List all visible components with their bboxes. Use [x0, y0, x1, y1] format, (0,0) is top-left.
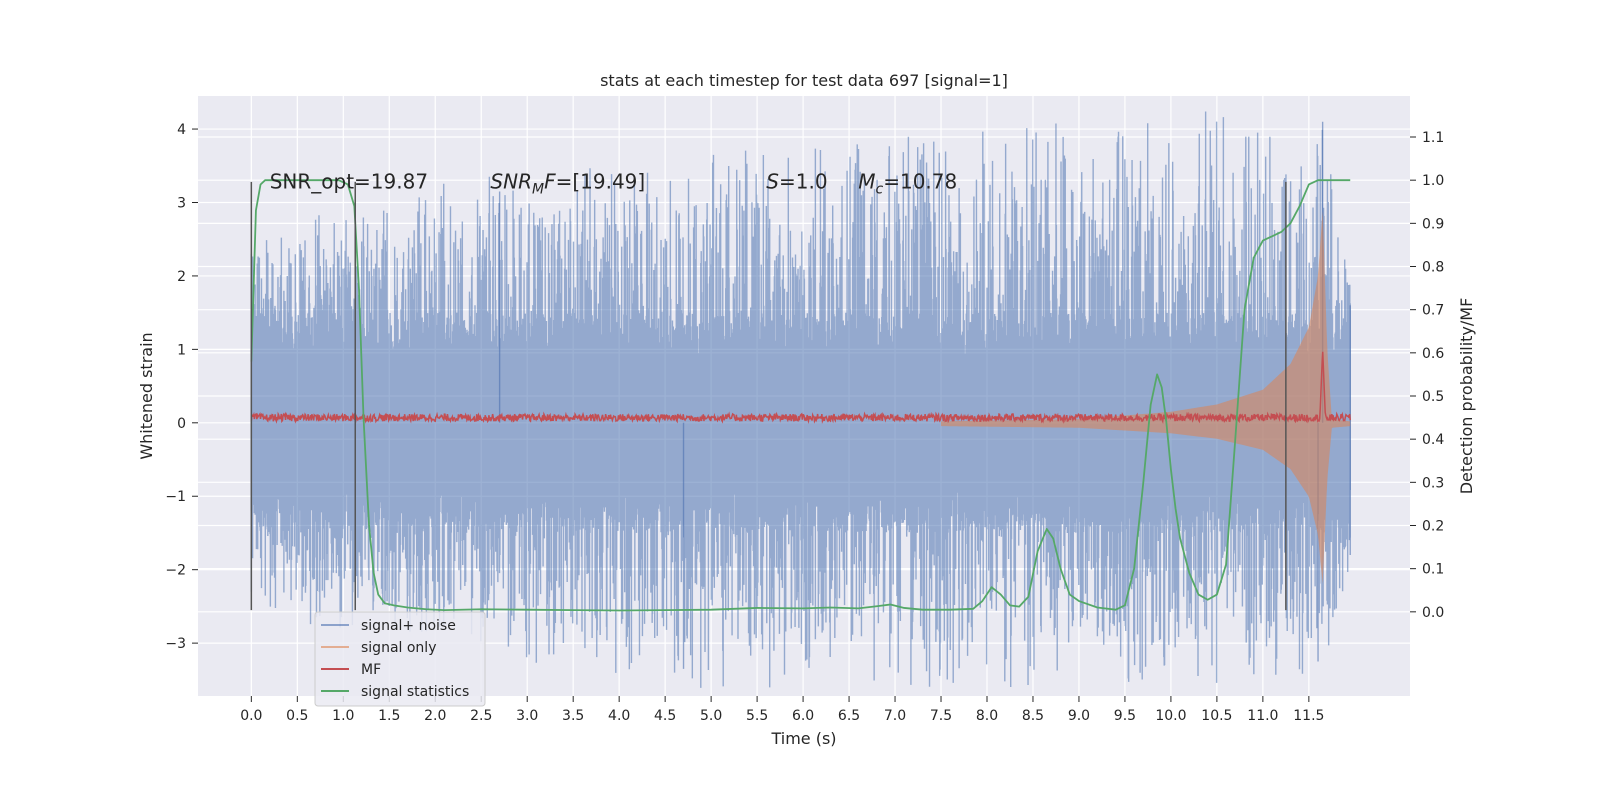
y2-tick-label: 0.2 [1422, 518, 1444, 534]
x-tick-label: 1.5 [378, 708, 400, 724]
y-tick-label: 3 [177, 195, 186, 211]
y2-tick-label: 0.8 [1422, 260, 1444, 276]
annotation: SNR_opt=19.87 [270, 169, 428, 193]
x-tick-label: 11.5 [1293, 708, 1324, 724]
x-tick-label: 8.0 [976, 708, 998, 724]
x-tick-label: 5.0 [700, 708, 722, 724]
annotation: S=1.0 [766, 169, 827, 193]
x-tick-label: 11.0 [1247, 708, 1278, 724]
annotation: Mc=10.78 [858, 169, 957, 197]
vertical-markers [250, 181, 1287, 611]
x-tick-label: 8.5 [1022, 708, 1044, 724]
y-tick-label: 0 [177, 416, 186, 432]
y2-axis-label: Detection probability/MF [1457, 298, 1476, 495]
mf-trace [250, 351, 1351, 424]
x-tick-label: 5.5 [746, 708, 768, 724]
y-tick-label: 4 [177, 122, 186, 138]
axes: 0.0 0.5 1.0 1.5 2.0 2.5 3.0 3.5 4.0 4.5 5.0 5.5 6.0 6… [165, 122, 1444, 724]
x-tick-label: 9.5 [1114, 708, 1136, 724]
series-signal-statistics [250, 179, 1351, 612]
x-tick-label: 0.0 [240, 708, 262, 724]
annotation: SNRMF=[19.49] [490, 169, 645, 197]
y2-tick-label: 0.1 [1422, 562, 1444, 578]
x-tick-label: 7.5 [930, 708, 952, 724]
y2-tick-label: 0.3 [1422, 475, 1444, 491]
y2-tick-label: 1.0 [1422, 173, 1444, 189]
legend: signal+ noise signal only MF signal statist… [314, 611, 486, 707]
x-tick-label: 9.0 [1068, 708, 1090, 724]
y-tick-label: −1 [165, 489, 186, 505]
y-tick-label: 2 [177, 269, 186, 285]
x-tick-label: 6.0 [792, 708, 814, 724]
x-tick-label: 0.5 [286, 708, 308, 724]
x-tick-label: 10.5 [1201, 708, 1232, 724]
x-tick-label: 6.5 [838, 708, 860, 724]
legend-label: signal only [361, 640, 436, 656]
series-mf [250, 351, 1351, 424]
series-signal-only [941, 211, 1351, 584]
legend-label: signal statistics [361, 684, 469, 700]
chart-title: stats at each timestep for test data 697… [600, 71, 1008, 90]
y2-tick-label: 0.6 [1422, 346, 1444, 362]
annotations: SNR_opt=19.87 SNRMF=[19.49] S=1.0 Mc=10.78 [270, 169, 958, 197]
legend-label: MF [361, 662, 381, 678]
signal-statistics-line [250, 179, 1351, 612]
x-tick-label: 2.0 [424, 708, 446, 724]
y2-tick-label: 0.9 [1422, 216, 1444, 232]
y2-tick-label: 0.0 [1422, 605, 1444, 621]
legend-box [314, 611, 486, 707]
x-tick-label: 1.0 [332, 708, 354, 724]
x-tick-label: 3.5 [562, 708, 584, 724]
x-tick-label: 10.0 [1155, 708, 1186, 724]
x-tick-label: 4.0 [608, 708, 630, 724]
y-tick-label: −3 [165, 636, 186, 652]
x-tick-label: 3.0 [516, 708, 538, 724]
x-axis-label: Time (s) [770, 729, 836, 748]
x-tick-label: 7.0 [884, 708, 906, 724]
y-tick-label: −2 [165, 563, 186, 579]
y2-tick-label: 0.5 [1422, 389, 1444, 405]
chirp-envelope [941, 211, 1351, 584]
y-axis-label: Whitened strain [137, 332, 156, 459]
x-tick-label: 4.5 [654, 708, 676, 724]
x-tick-label: 2.5 [470, 708, 492, 724]
y-tick-label: 1 [177, 342, 186, 358]
legend-label: signal+ noise [361, 618, 456, 634]
y2-tick-label: 0.4 [1422, 432, 1444, 448]
y2-tick-label: 1.1 [1422, 130, 1444, 146]
y2-tick-label: 0.7 [1422, 303, 1444, 319]
